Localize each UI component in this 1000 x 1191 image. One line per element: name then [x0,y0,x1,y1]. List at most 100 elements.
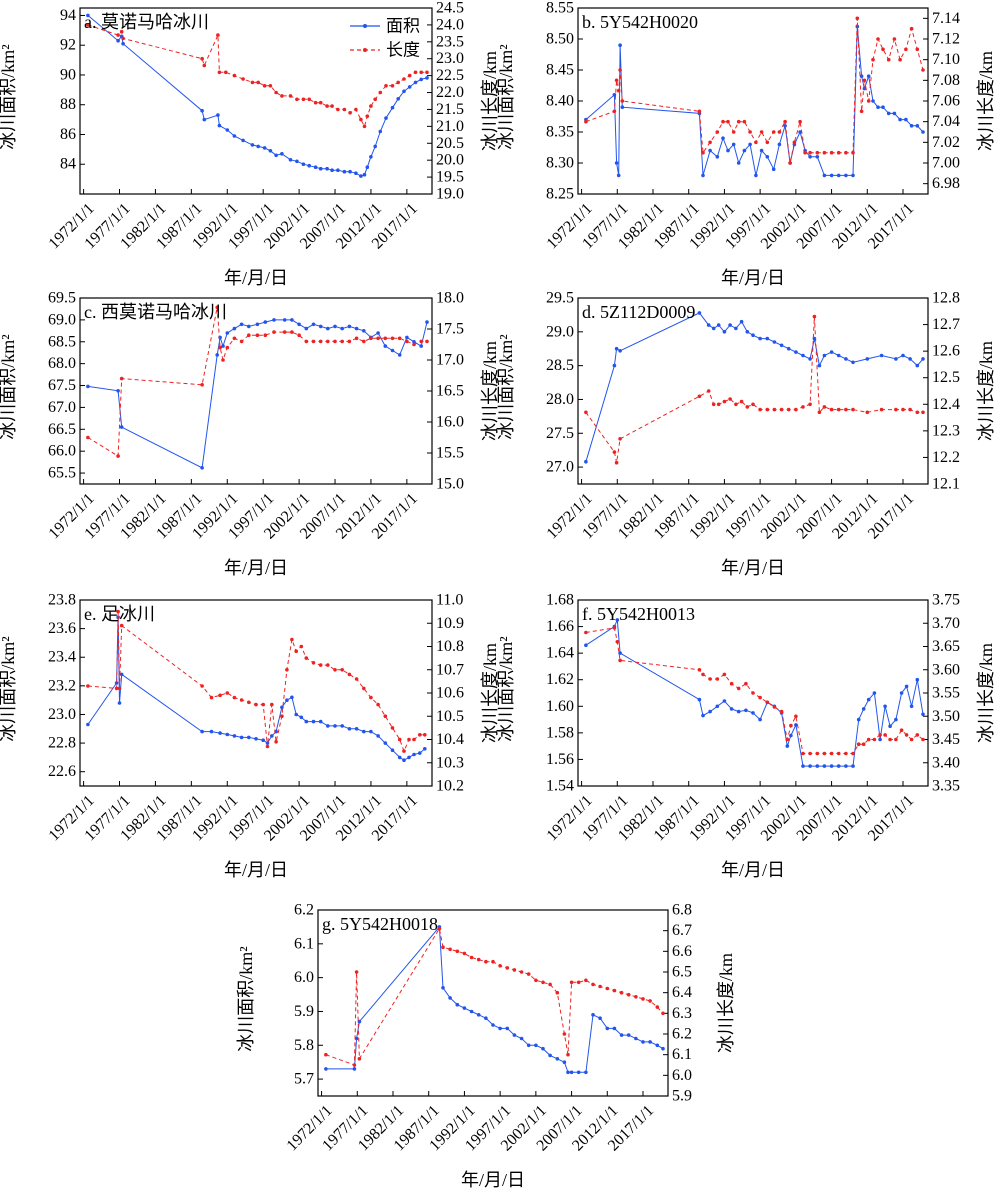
y-left-tick-label: 1.68 [546,592,574,609]
legend-area-label: 面积 [386,17,420,36]
length-data-point [534,978,538,983]
area-data-point [909,124,914,128]
length-data-point [241,77,245,81]
length-data-point [648,999,652,1003]
length-data-point [722,672,727,677]
area-data-point [476,1013,481,1017]
area-data-point [336,168,340,172]
length-data-point [239,339,244,344]
y-right-tick-label: 6.4 [672,984,692,1001]
area-data-point [342,169,347,174]
area-data-point [390,105,395,110]
area-data-point [116,389,120,393]
length-data-point [200,684,204,688]
x-axis-label: 年/月/日 [721,558,785,578]
area-data-point [765,336,770,341]
length-data-point [498,964,502,968]
length-data-point [716,402,721,407]
length-data-point [354,336,359,341]
area-data-point [888,724,892,728]
length-data-point [783,119,787,124]
y-right-tick-label: 19.0 [436,186,464,203]
length-data-point [418,733,422,737]
length-data-point [620,99,625,103]
length-data-point [555,990,560,995]
length-data-point [915,47,920,52]
area-data-point [119,425,124,429]
y-right-tick-label: 15.5 [436,445,464,462]
length-data-point [448,947,452,952]
panel-title: a. 莫诺马哈冰川 [84,12,209,32]
length-data-point [851,751,855,756]
length-data-point [697,394,702,399]
area-data-point [584,459,588,464]
area-data-point [299,715,304,720]
y-right-tick-label: 10.6 [436,685,464,702]
area-data-point [418,751,422,755]
length-data-point [612,626,617,630]
area-series-line [87,319,428,469]
length-data-point [221,358,225,362]
area-data-point [318,324,323,329]
area-data-point [541,1046,545,1051]
area-data-point [114,681,119,685]
area-data-point [759,148,764,153]
y-right-tick-label: 6.0 [672,1067,692,1084]
length-data-point [270,702,274,707]
area-data-point [612,363,617,368]
x-axis-label: 年/月/日 [721,268,785,288]
area-data-point [921,712,925,717]
area-data-point [614,346,619,351]
length-data-point [333,668,337,672]
length-series-line [87,307,427,457]
length-data-point [117,686,122,691]
length-data-point [817,410,822,415]
length-data-point [798,119,802,124]
y-right-axis-label: 冰川长度/km [716,953,736,1053]
area-data-point [722,330,727,334]
length-data-point [801,751,805,756]
length-data-point [342,107,347,112]
length-data-point [462,951,467,956]
area-data-point [808,155,812,159]
area-data-point [121,41,125,46]
length-data-point [311,661,316,665]
length-data-point [86,684,90,688]
area-data-point [822,764,827,768]
area-data-point [383,344,388,348]
y-right-tick-label: 12.4 [932,396,960,413]
length-data-point [759,130,764,134]
length-data-point [894,407,898,412]
y-right-axis-label: 冰川长度/km [480,341,500,441]
length-data-point [836,751,841,756]
length-data-point [216,33,220,37]
area-data-point [620,105,625,109]
length-data-point [856,742,861,746]
y-right-axis-label: 冰川长度/km [480,643,500,743]
y-right-tick-label: 6.2 [672,1026,692,1043]
legend-length-label: 长度 [386,41,420,60]
length-data-point [908,407,912,412]
area-data-point [715,704,720,709]
area-data-point [909,704,914,709]
area-data-point [86,384,90,389]
length-data-point [268,84,273,88]
area-data-point [898,117,902,122]
area-data-point [661,1046,665,1051]
area-data-point [871,99,875,103]
area-data-point [369,155,373,159]
length-data-point [116,33,120,37]
area-data-point [715,155,720,159]
length-series-line [325,927,664,1066]
length-data-point [808,150,812,155]
y-right-axis-label: 冰川长度/km [976,51,996,151]
area-data-point [301,162,306,166]
area-data-point [348,169,352,174]
y-left-tick-label: 23.2 [48,677,76,694]
length-data-point [701,150,705,155]
length-data-point [879,407,884,412]
length-data-point [626,992,631,997]
y-left-tick-label: 84 [60,156,76,173]
length-data-point [390,726,395,730]
area-data-point [801,764,805,768]
